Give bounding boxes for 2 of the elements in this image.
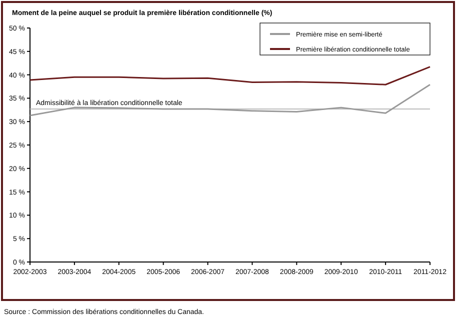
line-series <box>29 84 431 116</box>
line-series <box>29 66 431 86</box>
